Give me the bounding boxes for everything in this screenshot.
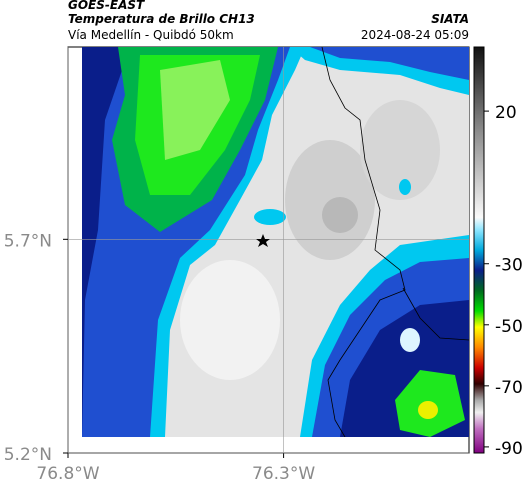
y-tick-label: 5.7°N	[4, 231, 52, 251]
imagery	[82, 47, 469, 437]
satellite: GOES-EAST	[68, 0, 145, 12]
colorbar-tick-label: -50	[495, 317, 523, 337]
product: Temperatura de Brillo CH13	[68, 12, 255, 26]
colorbar-tick-label: -90	[495, 439, 523, 459]
colorbar	[473, 46, 485, 454]
colorbar-tick-label: 20	[495, 103, 517, 123]
y-tick-label: 5.2°N	[4, 445, 52, 465]
colorbar-tick-label: -30	[495, 256, 523, 276]
x-tick-label: 76.8°W	[36, 464, 99, 484]
location-marker	[256, 234, 270, 247]
source: SIATA	[431, 12, 469, 26]
region: Vía Medellín - Quibdó 50km	[68, 28, 234, 42]
x-tick-label: 76.3°W	[252, 464, 315, 484]
datetime: 2024-08-24 05:09	[361, 28, 469, 42]
colorbar-tick-label: -70	[495, 378, 523, 398]
